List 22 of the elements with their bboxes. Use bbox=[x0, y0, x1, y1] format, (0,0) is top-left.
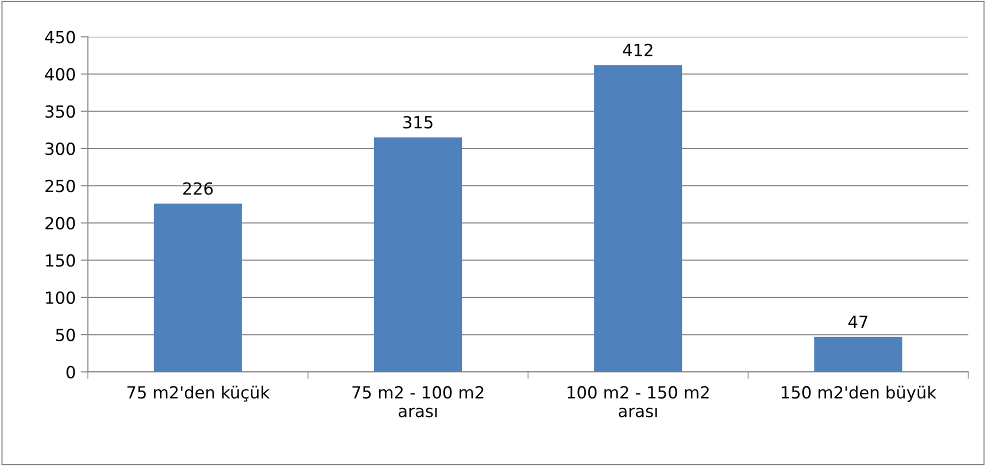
data-label: 315 bbox=[403, 116, 432, 129]
y-tick-label: 100 bbox=[46, 291, 75, 304]
y-tick-label: 350 bbox=[45, 105, 75, 118]
y-tick-label: 200 bbox=[45, 216, 75, 230]
y-tick-label: 250 bbox=[45, 180, 75, 192]
y-tick-label: 50 bbox=[56, 328, 75, 342]
bar bbox=[154, 204, 242, 372]
bar bbox=[594, 65, 682, 372]
y-tick-label: 450 bbox=[45, 30, 75, 44]
y-tick-label: 300 bbox=[45, 142, 75, 156]
data-label: 47 bbox=[848, 316, 868, 328]
data-label: 226 bbox=[183, 182, 213, 195]
y-tick-label: 400 bbox=[45, 68, 75, 81]
bar bbox=[374, 137, 462, 372]
x-tick-label: 100 m2 - 150 m2 arası bbox=[568, 386, 709, 418]
x-tick-label: 75 m2'den küçük bbox=[127, 386, 270, 402]
y-tick-label: 0 bbox=[66, 366, 75, 378]
x-tick-label: 150 m2'den büyük bbox=[782, 386, 936, 402]
y-tick-label: 150 bbox=[46, 254, 75, 267]
data-label: 412 bbox=[623, 44, 652, 56]
x-tick-label: 75 m2 - 100 m2 arası bbox=[352, 386, 484, 418]
bar bbox=[814, 336, 902, 372]
